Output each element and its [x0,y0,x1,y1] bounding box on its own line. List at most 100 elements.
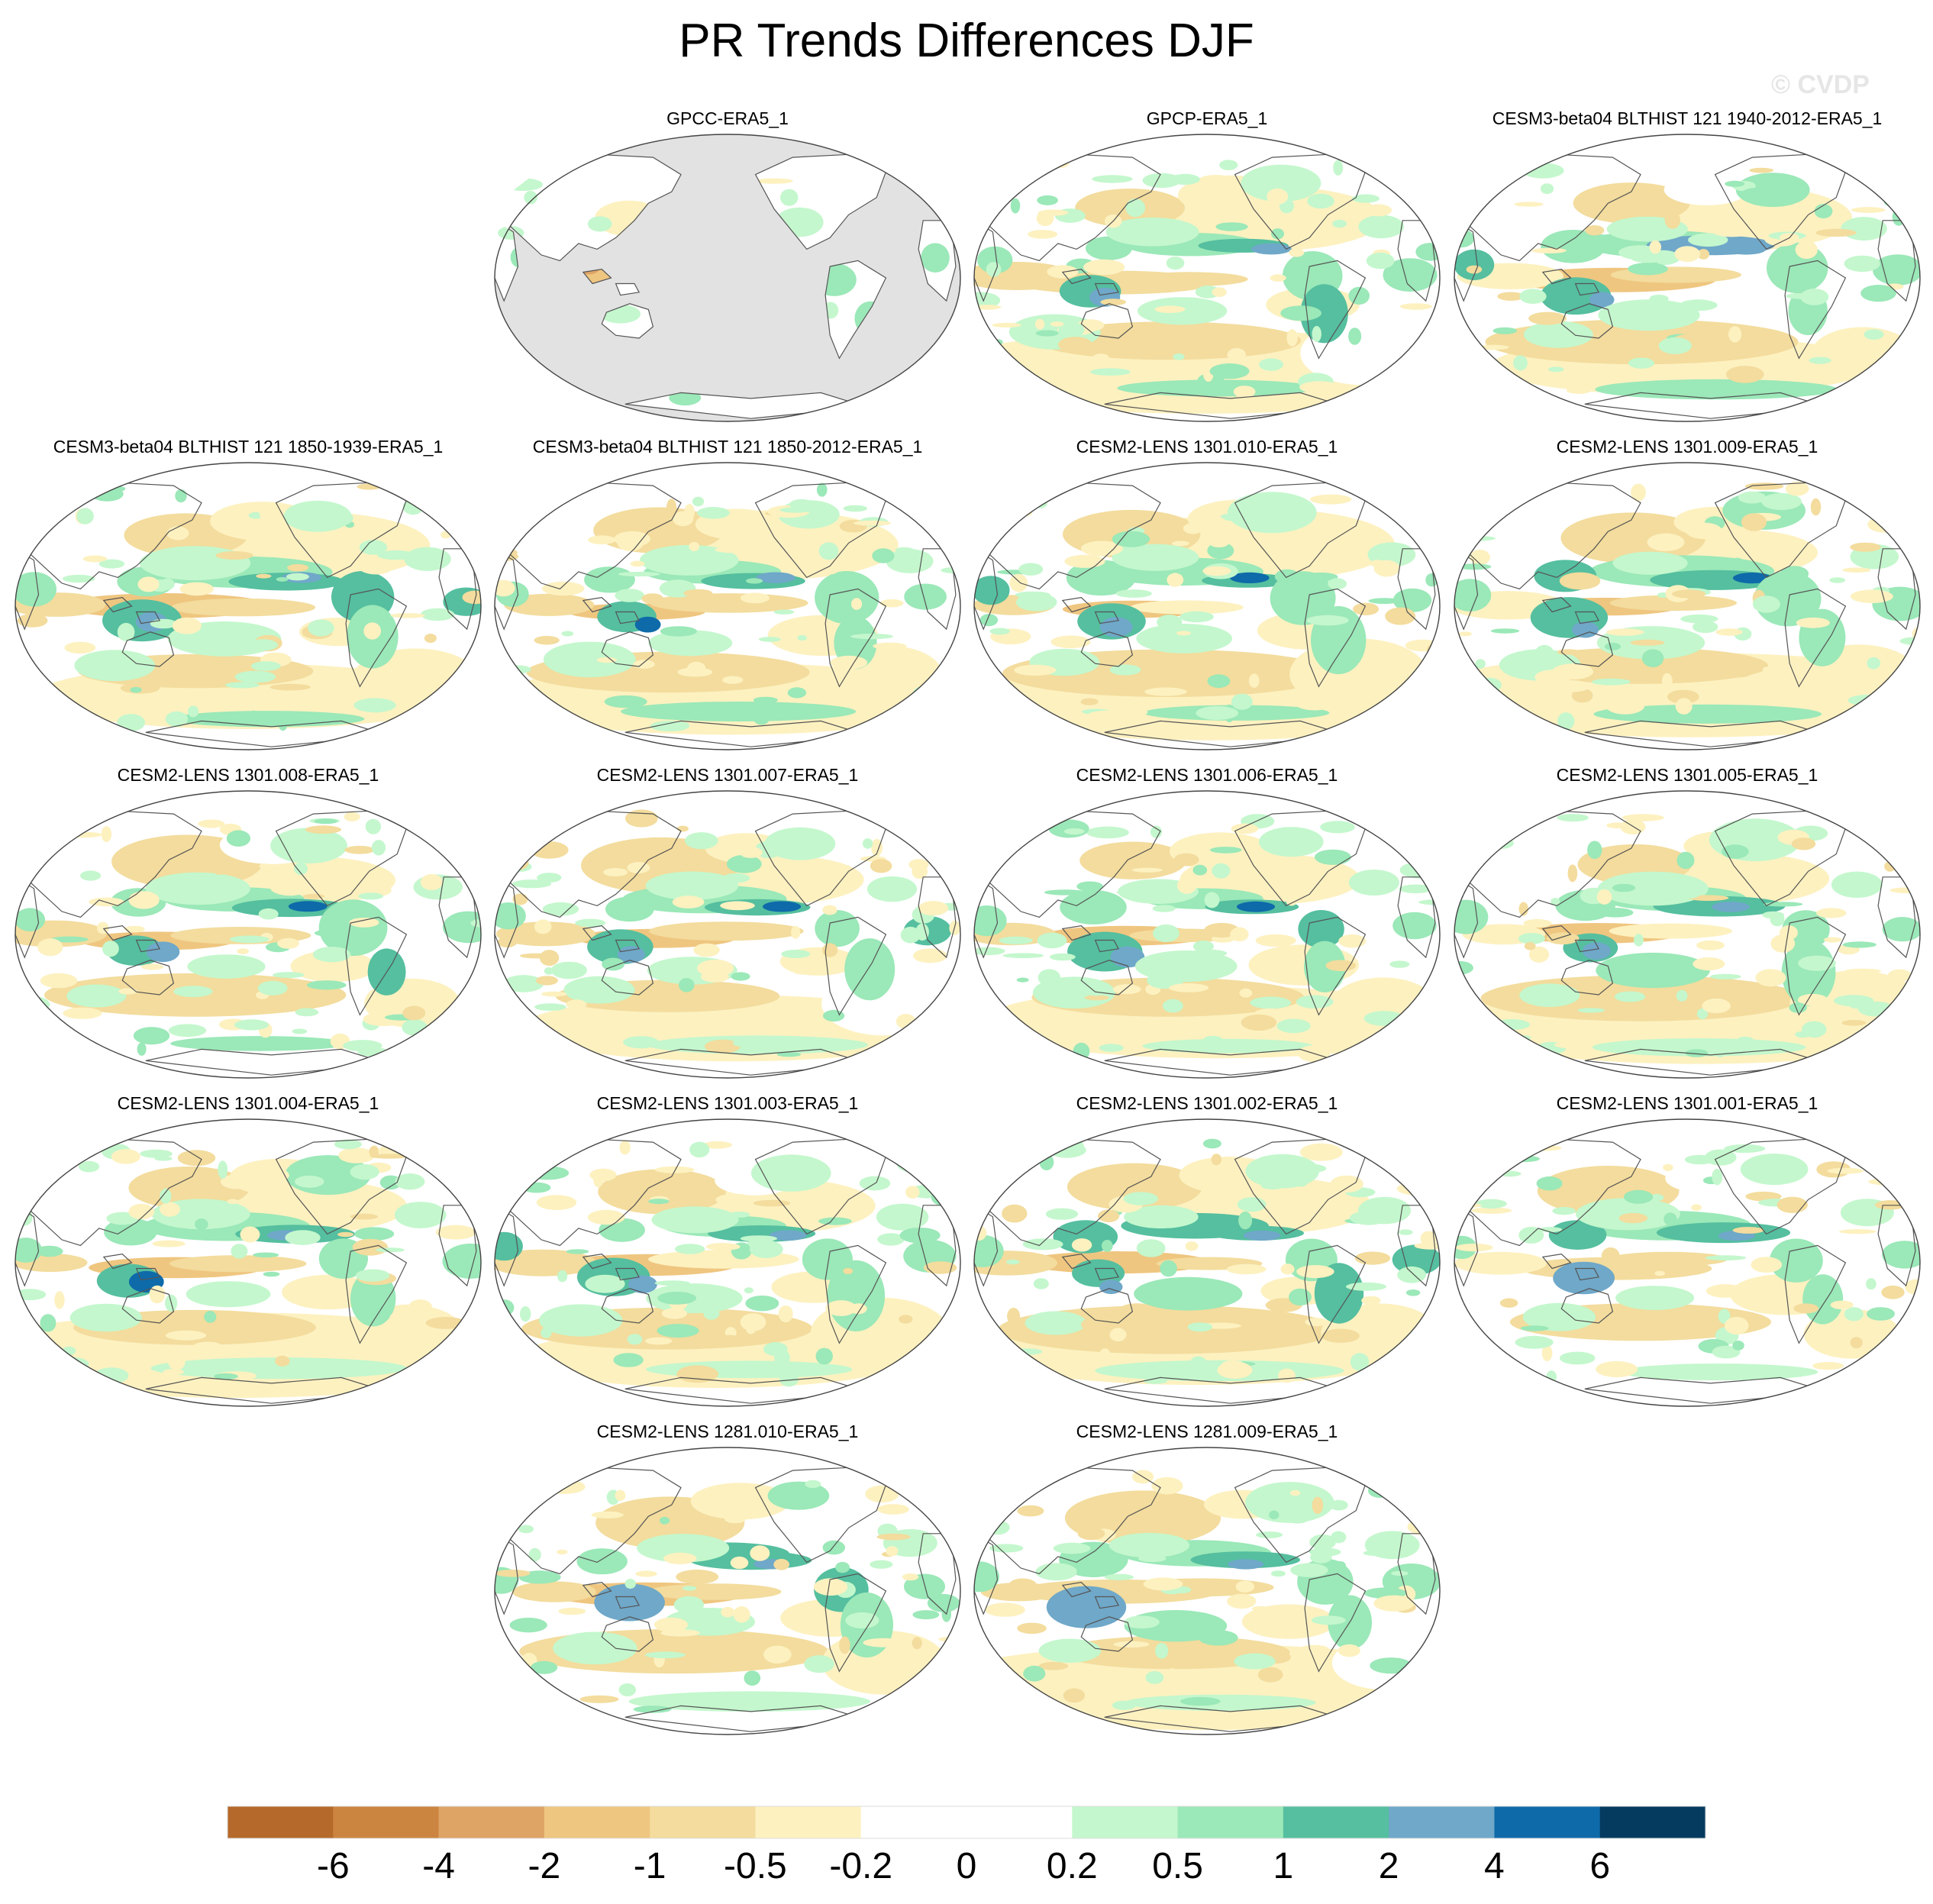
trend-blob [563,976,635,1004]
trend-speckle [823,1009,845,1022]
map-panel: GPCC-ERA5_1 [491,108,964,429]
world-map [973,1447,1441,1735]
trend-blob [876,1203,929,1231]
trend-speckle [876,1533,911,1541]
trend-speckle [745,578,763,584]
trend-speckle [498,1166,524,1175]
world-map [494,134,961,422]
trend-speckle [1136,1239,1166,1257]
trend-speckle [1150,825,1162,838]
coastline [582,1582,612,1598]
trend-speckle [624,809,658,828]
trend-speckle [730,1556,749,1570]
coastline [503,810,682,918]
trend-speckle [1332,219,1347,228]
trend-speckle [518,1525,534,1534]
coastline [754,1467,887,1564]
trend-speckle [1857,374,1887,392]
trend-speckle [1276,1018,1311,1034]
coastline [754,1138,887,1235]
trend-speckle [1735,1036,1755,1048]
trend-speckle [1192,864,1208,876]
trend-speckle [1348,286,1370,305]
trend-speckle [809,628,825,645]
trend-speckle [1044,889,1086,896]
trend-speckle [1115,589,1152,598]
trend-speckle [1250,996,1292,1009]
trend-speckle [602,957,624,971]
coastline [974,219,999,302]
trend-speckle [615,589,644,602]
trend-blob [442,911,481,944]
coastline [974,1532,999,1615]
trend-speckle [128,891,160,909]
trend-speckle [615,1489,626,1502]
trend-speckle [641,593,663,604]
trend-speckle [722,676,744,684]
trend-speckle [617,535,644,551]
trend-speckle [1017,1505,1044,1517]
trend-speckle [613,1353,644,1367]
trend-speckle [1373,1595,1415,1612]
coastline [1094,1267,1120,1281]
trend-blob [74,650,156,682]
coastline [1364,145,1404,176]
trend-blob [1117,379,1318,397]
trend-speckle [1867,657,1880,670]
trend-speckle [1227,1593,1257,1609]
coastline [754,482,887,579]
colorbar-swatch [1599,1806,1706,1838]
trend-speckle [1910,643,1920,661]
trend-speckle [1169,983,1209,992]
trend-speckle [1049,953,1076,961]
trend-speckle [141,963,164,970]
trend-speckle [1883,196,1898,207]
trend-speckle [1800,289,1829,305]
map-panel: CESM2-LENS 1301.010-ERA5_1 [970,437,1444,757]
trend-speckle [919,382,948,397]
trend-speckle [563,386,574,403]
trend-speckle [705,1039,741,1054]
trend-speckle [1124,1615,1160,1629]
trend-speckle [1116,889,1149,896]
coastline [582,925,612,941]
trend-blob [1873,254,1920,286]
trend-speckle [1850,1337,1863,1349]
trend-speckle [999,508,1033,518]
trend-speckle [825,1300,857,1316]
trend-speckle [1320,821,1355,834]
trend-speckle [1226,1263,1267,1275]
trend-speckle [978,1154,1012,1159]
coastline [983,810,1161,918]
world-map [494,462,961,750]
trend-speckle [198,819,225,828]
trend-speckle [633,660,655,669]
trend-speckle [579,1695,619,1703]
trend-speckle [1702,998,1731,1014]
trend-speckle [974,292,1001,309]
coastline [1454,547,1479,631]
trend-speckle [277,937,299,949]
trend-speckle [1189,1356,1208,1374]
trend-speckle [713,1334,745,1344]
trend-speckle [566,999,587,1009]
trend-speckle [865,1485,899,1503]
trend-speckle [79,487,118,494]
panel-title: CESM2-LENS 1301.008-ERA5_1 [117,765,379,785]
trend-speckle [635,1570,657,1577]
colorbar-swatch [966,1806,1073,1838]
trend-speckle [201,661,242,667]
trend-speckle [1854,166,1866,178]
trend-speckle [1514,202,1544,207]
trend-speckle [927,841,937,851]
trend-speckle [1728,326,1742,343]
trend-speckle [1147,972,1184,989]
trend-speckle [863,1638,904,1647]
trend-speckle [137,1042,147,1056]
trend-speckle [1312,1496,1324,1515]
map-border [494,790,961,1079]
trend-speckle [589,1168,617,1182]
trend-speckle [1515,273,1547,282]
trend-speckle [1087,710,1128,720]
trend-speckle [1715,628,1743,636]
